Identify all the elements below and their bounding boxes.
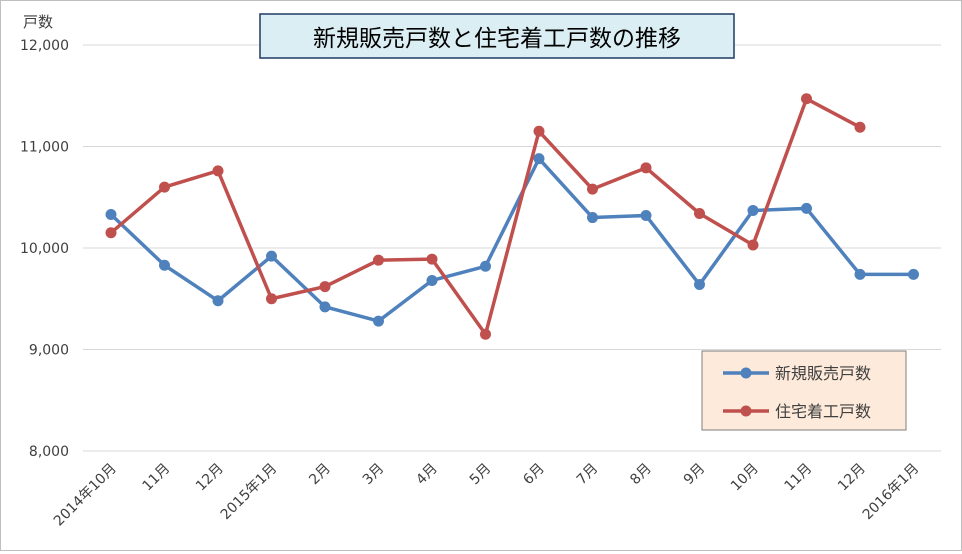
- chart-title-box: 新規販売戸数と住宅着工戸数の推移: [259, 13, 735, 59]
- series-layer: [105, 93, 919, 340]
- y-tick-label: 12,000: [20, 38, 69, 54]
- data-point: [854, 121, 866, 133]
- data-point: [105, 227, 117, 239]
- x-tick-label: 2015年1月: [218, 461, 281, 524]
- x-tick-label: 11月: [782, 461, 816, 495]
- series-line: [109, 156, 914, 323]
- data-point: [159, 259, 170, 271]
- data-point: [533, 125, 545, 137]
- data-point: [640, 162, 652, 174]
- series-2: [105, 93, 866, 340]
- series-1: [105, 153, 919, 327]
- data-point: [533, 153, 545, 165]
- legend-marker: [740, 405, 752, 417]
- data-point: [801, 93, 812, 105]
- x-tick-label: 2月: [306, 461, 334, 489]
- x-tick-label: 9月: [681, 461, 709, 489]
- data-point: [587, 212, 598, 224]
- data-point: [212, 165, 224, 177]
- legend-label: 新規販売戸数: [775, 364, 871, 383]
- data-point: [373, 254, 384, 266]
- y-tick-label: 9,000: [29, 343, 69, 359]
- x-tick-label: 5月: [467, 461, 495, 489]
- data-point: [373, 315, 384, 327]
- x-tick-label: 10月: [728, 461, 762, 495]
- data-point: [587, 183, 598, 195]
- data-point: [908, 268, 919, 280]
- data-point: [426, 274, 438, 286]
- x-tick-label: 2016年1月: [860, 461, 923, 524]
- x-tick-label: 11月: [140, 461, 174, 495]
- chart-title: 新規販売戸数と住宅着工戸数の推移: [313, 26, 681, 52]
- x-tick-label: 12月: [193, 461, 227, 495]
- data-point: [801, 202, 812, 214]
- data-point: [266, 250, 277, 262]
- data-point: [854, 268, 866, 280]
- data-point: [480, 328, 491, 340]
- data-point: [640, 210, 652, 222]
- data-point: [319, 281, 331, 293]
- y-tick-label: 10,000: [20, 241, 69, 257]
- legend-label: 住宅着工戸数: [775, 402, 871, 421]
- data-point: [426, 253, 438, 265]
- x-tick-label: 2014年10月: [51, 461, 120, 530]
- y-axis-label: 戸数: [23, 13, 53, 31]
- x-tick-label: 6月: [520, 461, 548, 489]
- data-point: [105, 209, 117, 221]
- y-tick-label: 11,000: [20, 140, 69, 156]
- x-tick-label: 3月: [360, 461, 388, 489]
- y-tick-label: 8,000: [29, 444, 69, 460]
- data-point: [480, 260, 491, 272]
- data-point: [694, 279, 705, 291]
- legend-marker: [740, 367, 752, 379]
- data-point: [212, 295, 224, 307]
- x-tick-label: 7月: [574, 461, 602, 489]
- data-point: [694, 207, 705, 219]
- x-tick-label: 8月: [627, 461, 655, 489]
- data-point: [747, 239, 759, 251]
- x-tick-label: 4月: [413, 461, 441, 489]
- data-point: [319, 301, 331, 313]
- data-point: [747, 204, 759, 216]
- data-point: [266, 293, 277, 305]
- x-tick-label: 12月: [835, 461, 869, 495]
- data-point: [159, 181, 170, 193]
- y-axis-ticks: 8,000 9,000 10,000 11,000 12,000: [20, 38, 69, 460]
